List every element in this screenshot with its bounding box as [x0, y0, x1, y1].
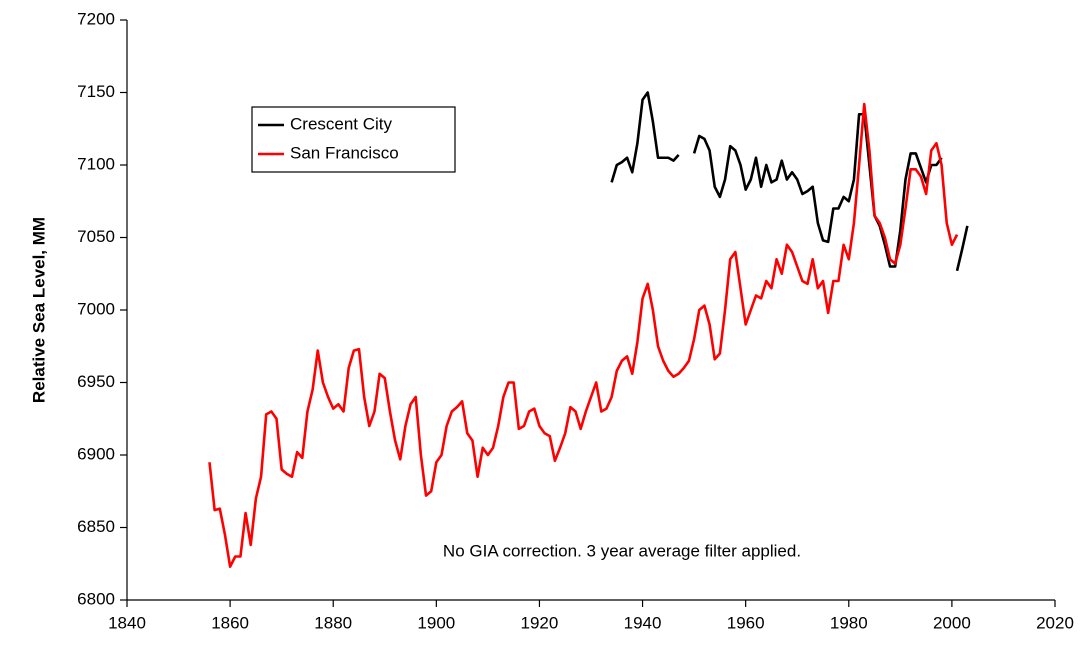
x-tick-label: 1880 [314, 613, 352, 632]
legend-label: San Francisco [290, 143, 399, 162]
y-tick-label: 6900 [77, 444, 115, 463]
x-tick-label: 1840 [108, 613, 146, 632]
y-tick-label: 7100 [77, 154, 115, 173]
series-line [208, 102, 959, 568]
annotation: No GIA correction. 3 year average filter… [443, 541, 801, 560]
y-tick-label: 7050 [77, 227, 115, 246]
x-tick-label: 2020 [1036, 613, 1074, 632]
y-tick-label: 7000 [77, 299, 115, 318]
series-line [610, 91, 969, 272]
y-tick-label: 6850 [77, 517, 115, 536]
x-tick-label: 1860 [211, 613, 249, 632]
y-tick-label: 6800 [77, 589, 115, 608]
legend-label: Crescent City [290, 114, 393, 133]
y-axis-label: Relative Sea Level, MM [29, 217, 48, 403]
y-tick-label: 7150 [77, 82, 115, 101]
x-tick-label: 1900 [417, 613, 455, 632]
legend: Crescent City San Francisco [251, 106, 456, 173]
x-tick-label: 1960 [727, 613, 765, 632]
x-tick-label: 1980 [830, 613, 868, 632]
x-tick-label: 1920 [521, 613, 559, 632]
x-tick-label: 2000 [933, 613, 971, 632]
x-tick-label: 1940 [624, 613, 662, 632]
legend-box [251, 106, 456, 173]
y-tick-label: 6950 [77, 372, 115, 391]
y-tick-label: 7200 [77, 9, 115, 28]
